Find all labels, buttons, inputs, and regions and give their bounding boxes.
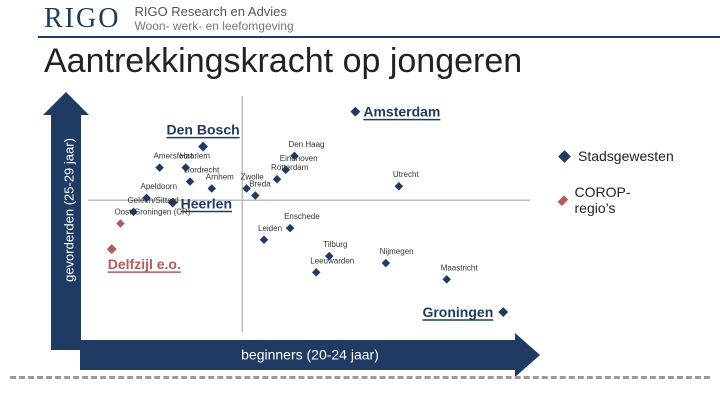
data-point bbox=[116, 219, 125, 228]
data-point-label: Nijmegen bbox=[380, 247, 414, 256]
data-point bbox=[272, 174, 282, 184]
data-point bbox=[285, 223, 295, 233]
data-point-label: Maastricht bbox=[441, 263, 479, 272]
data-point-label: Amsterdam bbox=[363, 104, 440, 120]
data-point-label: Zwolle bbox=[241, 173, 265, 182]
data-point-label: Utrecht bbox=[393, 170, 420, 179]
data-point-label: Haarlem bbox=[180, 152, 211, 161]
data-point bbox=[129, 207, 138, 217]
data-point-label: Breda bbox=[249, 180, 271, 189]
data-point bbox=[281, 165, 290, 175]
legend-marker bbox=[557, 194, 568, 206]
data-point-label: Rotterdam bbox=[271, 163, 309, 172]
data-point bbox=[198, 141, 209, 152]
logo-mark: RIGO bbox=[44, 3, 121, 34]
footer-dashed-rule bbox=[10, 376, 710, 379]
page-title: Aantrekkingskracht op jongeren bbox=[44, 42, 523, 80]
data-point-label: Arnhem bbox=[206, 173, 234, 182]
logo-text: RIGO Research en Advies Woon- werk- en l… bbox=[134, 4, 293, 34]
data-point-label: Tilburg bbox=[323, 240, 347, 249]
data-point-label: Leeuwarden bbox=[310, 256, 354, 265]
data-point-label: Geleen/Sittard bbox=[128, 196, 179, 205]
data-point bbox=[106, 244, 117, 255]
legend-item: COROP-regio’s bbox=[557, 184, 634, 216]
data-point bbox=[181, 163, 190, 172]
data-point bbox=[142, 193, 151, 203]
y-axis-arrow bbox=[43, 92, 89, 350]
data-point bbox=[311, 268, 321, 277]
data-point bbox=[394, 181, 404, 191]
data-point bbox=[290, 151, 299, 161]
data-point bbox=[167, 197, 178, 208]
data-point-label: Groningen bbox=[422, 304, 493, 320]
header-rule bbox=[38, 36, 720, 38]
legend-label: Stadsgewesten bbox=[578, 148, 674, 164]
legend-marker bbox=[558, 149, 571, 163]
data-point bbox=[242, 184, 251, 193]
data-point bbox=[350, 106, 361, 117]
data-point bbox=[207, 184, 217, 193]
data-point-label: Eindhoven bbox=[280, 154, 318, 163]
data-point-label: Leiden bbox=[258, 224, 282, 233]
legend-label: COROP-regio’s bbox=[574, 184, 631, 216]
data-point-label: Dordrecht bbox=[184, 166, 220, 175]
data-point-label: Delfzijl e.o. bbox=[108, 256, 181, 272]
data-point-label: Oost-Groningen (CR) bbox=[114, 207, 190, 216]
x-axis-arrow bbox=[80, 333, 540, 377]
data-point-label: Apeldoorn bbox=[141, 182, 177, 191]
data-point-label: Enschede bbox=[284, 212, 320, 221]
data-point bbox=[498, 307, 509, 317]
y-axis-label: gevorderden (25-29 jaar) bbox=[61, 138, 76, 282]
data-point-label: Den Haag bbox=[288, 140, 324, 149]
legend-item: Stadsgewesten bbox=[558, 148, 674, 164]
data-point-label: Den Bosch bbox=[167, 122, 240, 138]
data-point-label: Heerlen bbox=[181, 196, 232, 212]
data-point bbox=[185, 177, 195, 186]
org-name: RIGO Research en Advies bbox=[134, 4, 287, 19]
rigo-logo: RIGO RIGO Research en Advies Woon- werk-… bbox=[44, 4, 294, 34]
x-axis-label: beginners (20-24 jaar) bbox=[241, 347, 379, 363]
data-point bbox=[155, 163, 164, 172]
data-point bbox=[251, 191, 260, 200]
org-tagline: Woon- werk- en leefomgeving bbox=[134, 19, 294, 33]
data-point bbox=[442, 275, 451, 284]
data-point-label: Amersfoort bbox=[154, 152, 194, 161]
data-point bbox=[259, 235, 269, 245]
data-point bbox=[381, 258, 391, 268]
